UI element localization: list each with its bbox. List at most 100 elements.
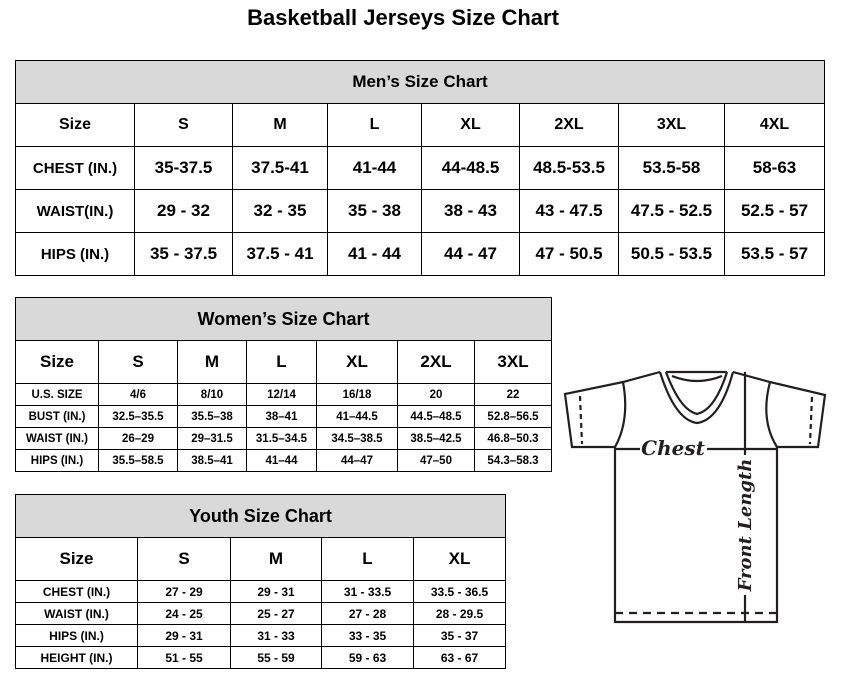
measurement-cell: 32.5–35.5 — [98, 405, 178, 428]
measurement-cell: 41-44 — [327, 146, 422, 190]
table-row: HEIGHT (IN.) 51 - 55 55 - 59 59 - 63 63 - 67 — [15, 646, 507, 669]
measurement-cell: 54.3–58.3 — [473, 449, 553, 472]
measurement-cell: 38 - 43 — [421, 189, 520, 233]
measurement-cell: 29 - 31 — [230, 580, 322, 603]
row-label: WAIST (IN.) — [15, 427, 99, 450]
table-row: HIPS (IN.) 35 - 37.5 37.5 - 41 41 - 44 44 - … — [15, 232, 826, 276]
size-column-header: XL — [412, 537, 507, 581]
measurement-cell: 34.5–38.5 — [316, 427, 398, 450]
measurement-cell: 46.8–50.3 — [473, 427, 553, 450]
measurement-cell: 29 - 31 — [137, 624, 231, 647]
measurement-cell: 44-48.5 — [421, 146, 520, 190]
measurement-cell: 43 - 47.5 — [519, 189, 619, 233]
size-column-header: 3XL — [618, 103, 725, 147]
measurement-cell: 37.5-41 — [232, 146, 328, 190]
row-label: HIPS (IN.) — [15, 232, 135, 276]
jersey-outline-icon — [563, 370, 827, 624]
measurement-cell: 63 - 67 — [412, 646, 507, 669]
size-column-header: L — [321, 537, 414, 581]
row-label: BUST (IN.) — [15, 405, 99, 428]
row-label: HIPS (IN.) — [15, 449, 99, 472]
table-row: WAIST(IN.) 29 - 32 32 - 35 35 - 38 38 - 43 43… — [15, 189, 826, 233]
measurement-cell: 59 - 63 — [321, 646, 414, 669]
measurement-cell: 26–29 — [98, 427, 178, 450]
jersey-diagram: Chest Front Length — [563, 370, 827, 624]
size-column-header: L — [246, 340, 317, 384]
size-column-header: 2XL — [519, 103, 619, 147]
measurement-cell: 16/18 — [316, 383, 398, 406]
row-label: WAIST(IN.) — [15, 189, 135, 233]
measurement-cell: 35 - 38 — [327, 189, 422, 233]
youth-size-table: Youth Size Chart Size S M L XL CHEST (IN.) 27 -… — [14, 494, 507, 669]
table-row: BUST (IN.) 32.5–35.5 35.5–38 38–41 41–44.5 44… — [15, 405, 553, 428]
size-column-header: XL — [316, 340, 398, 384]
front-length-label: Front Length — [735, 459, 756, 593]
chest-label: Chest — [641, 436, 705, 460]
measurement-cell: 58-63 — [723, 146, 826, 190]
measurement-cell: 35.5–58.5 — [98, 449, 178, 472]
size-column-header: M — [177, 340, 247, 384]
measurement-cell: 50.5 - 53.5 — [618, 232, 725, 276]
youth-chart-title: Youth Size Chart — [14, 494, 507, 538]
row-label: WAIST (IN.) — [15, 602, 138, 625]
measurement-cell: 31 - 33 — [230, 624, 322, 647]
size-column-header: M — [230, 537, 322, 581]
womens-size-table: Women’s Size Chart Size S M L XL 2XL 3XL U.S. SI… — [14, 297, 553, 472]
measurement-cell: 33.5 - 36.5 — [412, 580, 507, 603]
measurement-cell: 47 - 50.5 — [519, 232, 619, 276]
measurement-cell: 51 - 55 — [137, 646, 231, 669]
size-column-header: S — [134, 103, 233, 147]
table-row: U.S. SIZE 4/6 8/10 12/14 16/18 20 22 — [15, 383, 553, 406]
size-label-header: Size — [15, 103, 135, 147]
measurement-cell: 31 - 33.5 — [321, 580, 414, 603]
page-title: Basketball Jerseys Size Chart — [247, 5, 559, 30]
measurement-cell: 33 - 35 — [321, 624, 414, 647]
measurement-cell: 37.5 - 41 — [232, 232, 328, 276]
row-label: CHEST (IN.) — [15, 580, 138, 603]
table-row: HIPS (IN.) 29 - 31 31 - 33 33 - 35 35 - 37 — [15, 624, 507, 647]
measurement-cell: 12/14 — [246, 383, 317, 406]
row-label: U.S. SIZE — [15, 383, 99, 406]
row-label: HEIGHT (IN.) — [15, 646, 138, 669]
size-column-header: S — [137, 537, 231, 581]
measurement-cell: 28 - 29.5 — [412, 602, 507, 625]
measurement-cell: 47–50 — [397, 449, 475, 472]
table-row: WAIST (IN.) 26–29 29–31.5 31.5–34.5 34.5–38.… — [15, 427, 553, 450]
size-column-header: S — [98, 340, 178, 384]
measurement-cell: 38.5–42.5 — [397, 427, 475, 450]
measurement-cell: 35.5–38 — [177, 405, 247, 428]
measurement-cell: 38.5–41 — [177, 449, 247, 472]
measurement-cell: 41–44 — [246, 449, 317, 472]
measurement-cell: 20 — [397, 383, 475, 406]
table-row: WAIST (IN.) 24 - 25 25 - 27 27 - 28 28 - 29.… — [15, 602, 507, 625]
measurement-cell: 4/6 — [98, 383, 178, 406]
measurement-cell: 44.5–48.5 — [397, 405, 475, 428]
measurement-cell: 44–47 — [316, 449, 398, 472]
measurement-cell: 55 - 59 — [230, 646, 322, 669]
size-column-header: 2XL — [397, 340, 475, 384]
measurement-cell: 24 - 25 — [137, 602, 231, 625]
table-row: CHEST (IN.) 35-37.5 37.5-41 41-44 44-48.5 48.… — [15, 146, 826, 190]
table-row: CHEST (IN.) 27 - 29 29 - 31 31 - 33.5 33.5 -… — [15, 580, 507, 603]
measurement-cell: 29–31.5 — [177, 427, 247, 450]
measurement-cell: 35 - 37 — [412, 624, 507, 647]
measurement-cell: 44 - 47 — [421, 232, 520, 276]
measurement-cell: 41 - 44 — [327, 232, 422, 276]
measurement-cell: 35-37.5 — [134, 146, 233, 190]
size-column-header: M — [232, 103, 328, 147]
row-label: CHEST (IN.) — [15, 146, 135, 190]
measurement-cell: 27 - 28 — [321, 602, 414, 625]
men-chart-title: Men’s Size Chart — [14, 60, 826, 104]
measurement-cell: 47.5 - 52.5 — [618, 189, 725, 233]
measurement-cell: 8/10 — [177, 383, 247, 406]
measurement-cell: 41–44.5 — [316, 405, 398, 428]
measurement-cell: 27 - 29 — [137, 580, 231, 603]
measurement-cell: 52.5 - 57 — [723, 189, 826, 233]
measurement-cell: 35 - 37.5 — [134, 232, 233, 276]
size-label-header: Size — [15, 537, 138, 581]
measurement-cell: 22 — [473, 383, 553, 406]
size-label-header: Size — [15, 340, 99, 384]
measurement-cell: 29 - 32 — [134, 189, 233, 233]
measurement-cell: 38–41 — [246, 405, 317, 428]
mens-size-table: Men’s Size Chart Size S M L XL 2XL 3XL 4XL CHEST … — [14, 60, 826, 276]
